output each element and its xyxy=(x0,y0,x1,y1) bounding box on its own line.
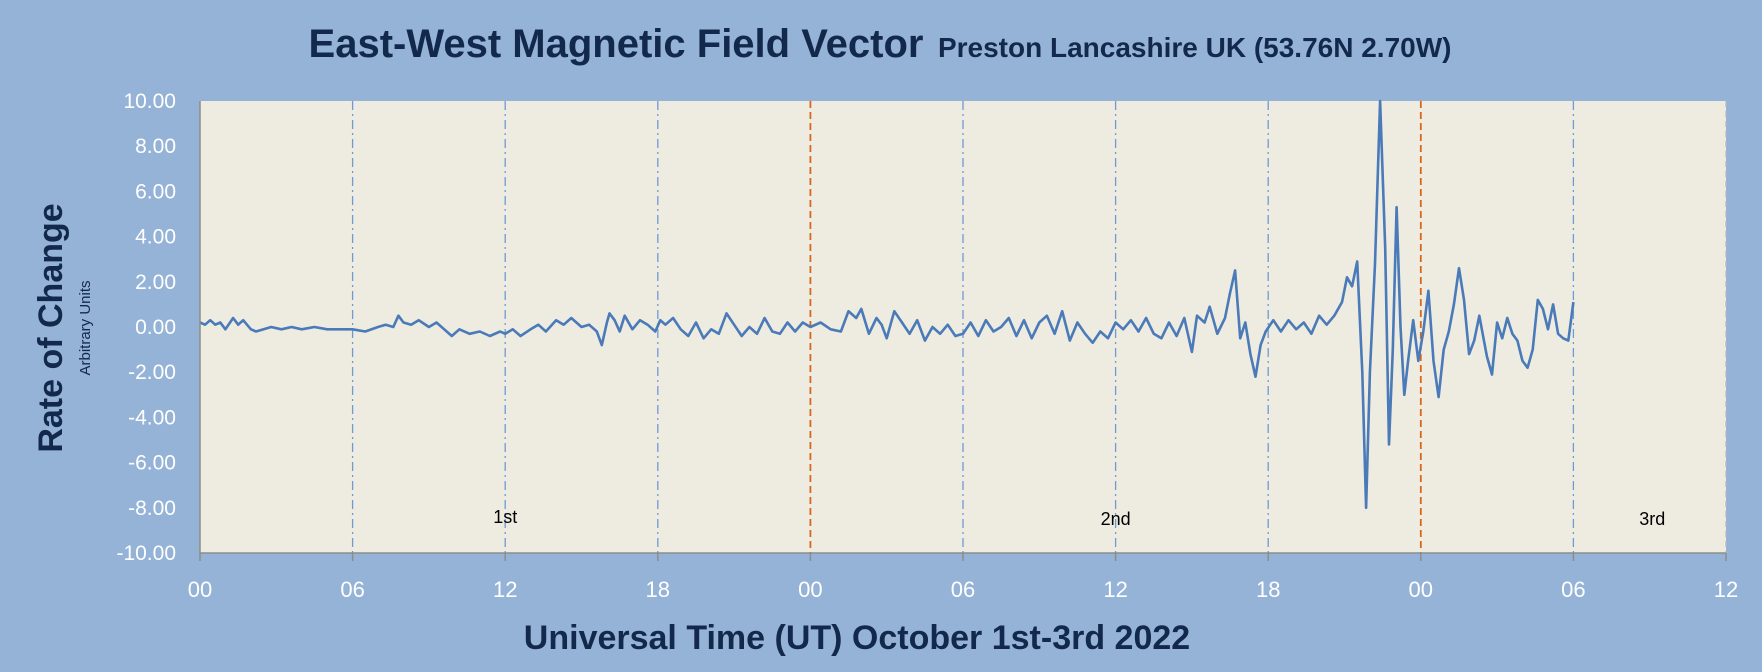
y-tick-labels: 10.00 8.00 6.00 4.00 2.00 0.00 -2.00 -4.00 -6.00… xyxy=(116,90,176,565)
y-tick-label: 4.00 xyxy=(135,226,176,249)
axes xyxy=(199,101,1727,561)
day-label: 1st xyxy=(493,507,517,527)
x-tick-labels: 00 06 12 18 00 06 12 18 00 06 12 xyxy=(188,577,1738,602)
x-tick-label: 00 xyxy=(1409,577,1433,602)
x-tick-label: 06 xyxy=(1561,577,1585,602)
y-tick-label: 8.00 xyxy=(135,135,176,158)
y-tick-label: -2.00 xyxy=(128,361,176,384)
y-tick-label: -6.00 xyxy=(128,452,176,475)
chart-subtitle: Preston Lancashire UK (53.76N 2.70W) xyxy=(938,32,1452,63)
x-tick-label: 06 xyxy=(951,577,975,602)
y-tick-label: -10.00 xyxy=(116,542,176,565)
x-tick-label: 00 xyxy=(188,577,212,602)
x-tick-label: 18 xyxy=(646,577,670,602)
plot-area xyxy=(200,101,1726,553)
chart-title-main: East-West Magnetic Field Vector xyxy=(309,22,924,66)
x-tick-label: 18 xyxy=(1256,577,1280,602)
x-tick-label: 06 xyxy=(340,577,364,602)
y-tick-label: 2.00 xyxy=(135,271,176,294)
y-tick-label: -4.00 xyxy=(128,406,176,429)
y-tick-label: 0.00 xyxy=(135,316,176,339)
y-axis-sublabel: Arbitrary Units xyxy=(77,280,94,375)
day-label: 3rd xyxy=(1639,509,1665,529)
svg-text:East-West Magnetic Field Vecto: East-West Magnetic Field Vector Preston … xyxy=(309,22,1452,66)
x-axis-label: Universal Time (UT) October 1st-3rd 2022 xyxy=(524,619,1190,657)
x-tick-label: 12 xyxy=(493,577,517,602)
chart-title: East-West Magnetic Field Vector Preston … xyxy=(309,22,1452,66)
y-tick-label: 6.00 xyxy=(135,180,176,203)
y-tick-label: -8.00 xyxy=(128,497,176,520)
x-tick-label: 12 xyxy=(1714,577,1738,602)
x-tick-label: 00 xyxy=(798,577,822,602)
y-tick-label: 10.00 xyxy=(123,90,176,113)
x-tick-label: 12 xyxy=(1103,577,1127,602)
day-annotations: 1st 2nd 3rd xyxy=(493,507,1665,529)
series-layer xyxy=(199,99,1575,510)
y-axis-label: Rate of Change xyxy=(32,203,70,452)
day-label: 2nd xyxy=(1101,509,1131,529)
series-line xyxy=(199,99,1575,510)
